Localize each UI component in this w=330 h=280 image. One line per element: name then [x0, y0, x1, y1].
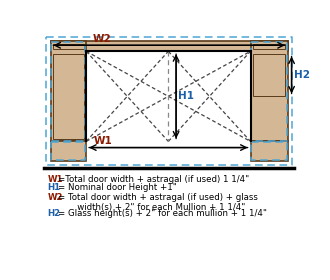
- Bar: [250, 141, 288, 161]
- Text: = Nominal door Height +1": = Nominal door Height +1": [57, 183, 177, 192]
- Text: =Total door width + astragal (if used) 1 1/4": =Total door width + astragal (if used) 1…: [57, 174, 249, 183]
- Text: W1: W1: [48, 174, 63, 183]
- Bar: [53, 44, 84, 49]
- Text: W2: W2: [48, 193, 63, 202]
- Text: H2: H2: [294, 70, 310, 80]
- Bar: [50, 141, 86, 161]
- Text: H2: H2: [48, 209, 61, 218]
- Text: W2: W2: [93, 34, 112, 44]
- Bar: [50, 41, 86, 141]
- Bar: [250, 41, 288, 141]
- Text: W1: W1: [94, 136, 113, 146]
- Text: H1: H1: [48, 183, 61, 192]
- Bar: [53, 53, 84, 139]
- Text: = Total door width + astragal (if used) + glass
       width(s) + 2" for each Mu: = Total door width + astragal (if used) …: [57, 193, 257, 213]
- Bar: [50, 41, 288, 51]
- Text: = Glass height(s) + 2" for each mullion + 1 1/4": = Glass height(s) + 2" for each mullion …: [57, 209, 267, 218]
- Bar: [253, 44, 285, 49]
- Text: H1: H1: [179, 91, 194, 101]
- Bar: [253, 53, 285, 96]
